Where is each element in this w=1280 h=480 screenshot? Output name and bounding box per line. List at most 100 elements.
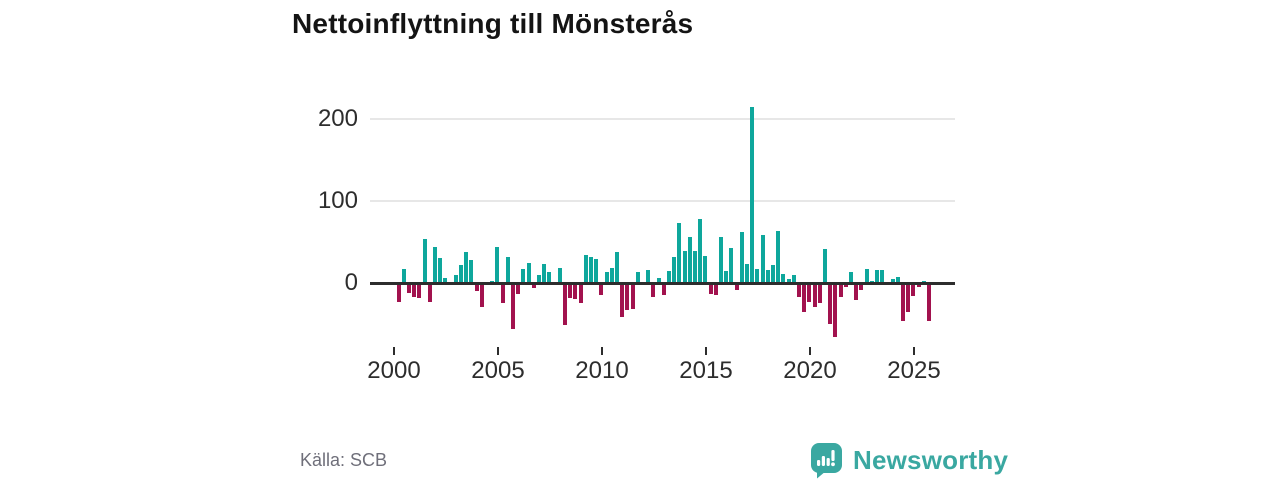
bar-positive bbox=[537, 274, 541, 284]
bar-negative bbox=[843, 283, 848, 287]
bar-positive bbox=[459, 265, 463, 284]
bar-negative bbox=[516, 283, 521, 295]
bar-negative bbox=[599, 283, 604, 295]
bar-positive bbox=[895, 276, 900, 284]
bar-positive bbox=[703, 256, 708, 284]
x-tick-label-2020: 2020 bbox=[783, 357, 837, 384]
x-tick-2025 bbox=[913, 347, 915, 355]
bar-negative bbox=[630, 283, 635, 309]
bar-positive bbox=[765, 269, 770, 284]
bar-positive bbox=[646, 270, 651, 284]
bar-positive bbox=[557, 267, 562, 284]
bar-negative bbox=[916, 283, 921, 287]
bar-positive bbox=[521, 268, 526, 284]
bar-negative bbox=[620, 283, 625, 318]
bar-negative bbox=[838, 283, 843, 297]
bar-negative bbox=[797, 283, 801, 297]
bar-negative bbox=[651, 283, 656, 297]
bar-positive bbox=[724, 271, 729, 284]
plot-area bbox=[370, 95, 955, 345]
x-axis: 2000 2005 2010 2015 2020 2025 bbox=[367, 345, 955, 390]
bar-negative bbox=[927, 283, 931, 322]
bar-negative bbox=[563, 283, 567, 326]
x-tick-2015 bbox=[705, 347, 707, 355]
bar-negative bbox=[417, 283, 422, 298]
bar-positive bbox=[401, 268, 406, 284]
bar-negative bbox=[828, 283, 833, 324]
x-tick-label-2005: 2005 bbox=[471, 357, 525, 384]
chart-title: Nettoinflyttning till Mönsterås bbox=[292, 8, 694, 39]
bar-positive bbox=[864, 268, 869, 284]
bar-positive bbox=[776, 230, 781, 284]
bar-positive bbox=[433, 247, 437, 284]
bar-negative bbox=[500, 283, 505, 304]
bar-positive bbox=[656, 277, 661, 284]
bar-negative bbox=[625, 283, 630, 310]
bar-negative bbox=[833, 283, 838, 337]
bar-positive bbox=[672, 257, 677, 284]
y-tick-label-0: 0 bbox=[344, 269, 358, 296]
bar-positive bbox=[677, 222, 682, 284]
bar-positive bbox=[667, 271, 671, 284]
bar-negative bbox=[474, 283, 479, 291]
bar-negative bbox=[573, 283, 578, 300]
bar-positive bbox=[890, 279, 895, 284]
y-tick-label-100: 100 bbox=[317, 187, 358, 214]
x-tick-2000 bbox=[393, 347, 395, 355]
bar-positive bbox=[542, 263, 547, 284]
bar-negative bbox=[713, 283, 718, 295]
bar-negative bbox=[802, 283, 807, 313]
bar-negative bbox=[531, 283, 536, 289]
gridline-100 bbox=[370, 200, 955, 202]
bar-negative bbox=[412, 283, 417, 297]
x-tick-2010 bbox=[601, 347, 603, 355]
bar-positive bbox=[547, 272, 552, 284]
bar-positive bbox=[604, 272, 609, 284]
bar-positive bbox=[453, 275, 458, 284]
bar-positive bbox=[880, 270, 885, 284]
bar-positive bbox=[589, 257, 593, 284]
bar-positive bbox=[781, 273, 786, 284]
x-tick-label-2015: 2015 bbox=[679, 357, 733, 384]
bar-negative bbox=[901, 283, 905, 321]
x-tick-label-2000: 2000 bbox=[367, 357, 421, 384]
bar-negative bbox=[812, 283, 817, 307]
bar-positive bbox=[635, 272, 640, 284]
bar-negative bbox=[734, 283, 739, 291]
bar-negative bbox=[911, 283, 916, 296]
bar-positive bbox=[786, 278, 791, 284]
x-tick-2005 bbox=[497, 347, 499, 355]
bar-negative bbox=[479, 283, 484, 308]
bar-positive bbox=[760, 235, 765, 284]
bar-positive bbox=[464, 252, 469, 284]
x-tick-label-2010: 2010 bbox=[575, 357, 629, 384]
x-tick-2020 bbox=[809, 347, 811, 355]
bar-negative bbox=[578, 283, 583, 304]
bar-positive bbox=[615, 252, 619, 284]
bar-positive bbox=[750, 106, 755, 284]
bar-negative bbox=[906, 283, 911, 312]
bar-positive bbox=[422, 239, 427, 284]
bar-positive bbox=[594, 258, 599, 284]
bar-positive bbox=[609, 267, 614, 284]
bar-positive bbox=[583, 254, 588, 284]
bar-positive bbox=[849, 272, 853, 284]
bar-negative bbox=[407, 283, 411, 293]
bar-positive bbox=[729, 248, 734, 284]
bar-positive bbox=[698, 219, 703, 284]
bar-negative bbox=[708, 283, 713, 295]
bar-positive bbox=[755, 268, 760, 284]
bar-positive bbox=[875, 269, 879, 284]
bar-positive bbox=[526, 262, 531, 284]
bar-positive bbox=[693, 250, 697, 284]
bar-positive bbox=[823, 249, 827, 284]
bar-negative bbox=[854, 283, 859, 300]
gridline-200 bbox=[370, 118, 955, 120]
bar-positive bbox=[719, 236, 723, 284]
bar-negative bbox=[817, 283, 822, 304]
bar-positive bbox=[469, 259, 474, 284]
bar-positive bbox=[745, 263, 749, 284]
bar-positive bbox=[438, 258, 443, 284]
bar-negative bbox=[859, 283, 864, 291]
